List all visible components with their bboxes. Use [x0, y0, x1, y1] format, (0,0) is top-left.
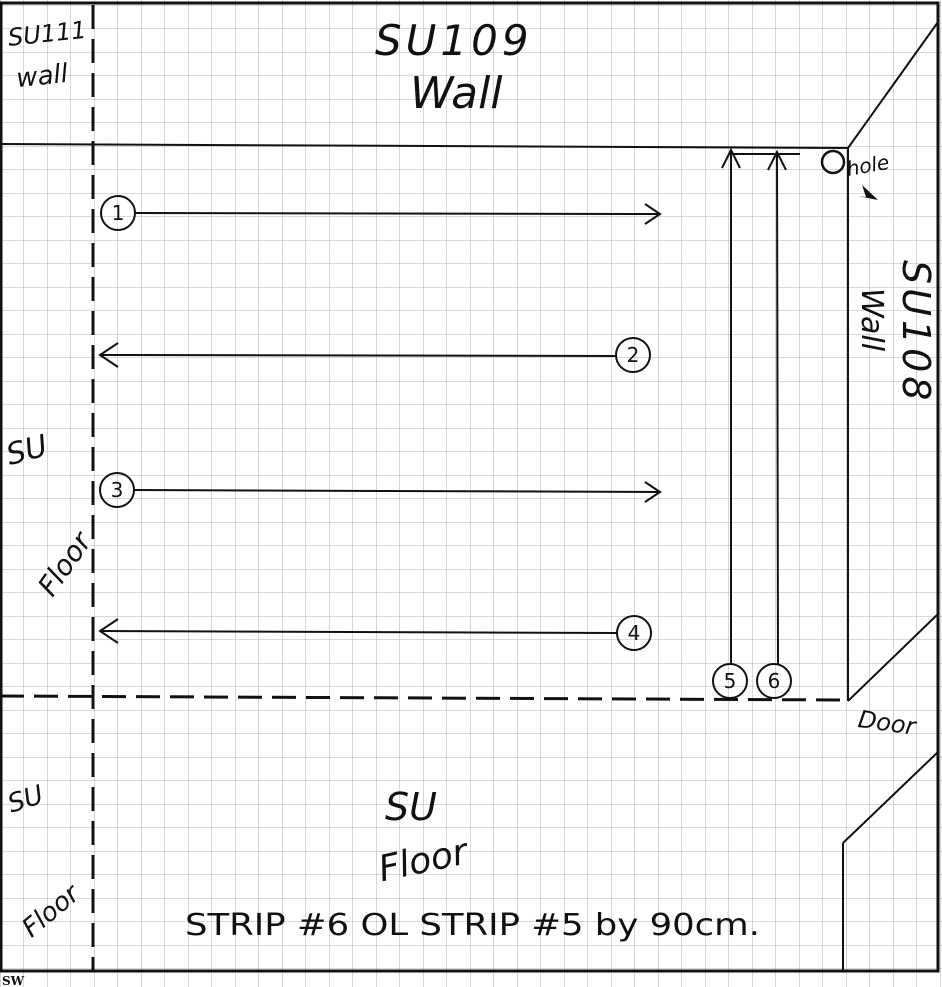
strip-4-arrowhead — [98, 618, 119, 644]
strip-3-line — [133, 489, 661, 493]
su108-line1: SU108 — [894, 260, 938, 404]
label-su108-wall: SU108 Wall — [854, 260, 938, 404]
strip-2-number: 2 — [627, 343, 640, 367]
strip-4-line — [99, 630, 618, 634]
strip-3: 3 — [99, 472, 662, 508]
strip-6-marker — [756, 663, 792, 699]
su109-line1: SU109 — [375, 16, 533, 65]
strip-3-number: 3 — [111, 478, 124, 502]
su111-line2: wall — [15, 59, 70, 94]
strip-5-number: 5 — [724, 669, 737, 693]
strip-1-arrowhead — [644, 203, 662, 225]
strip-6-arrowhead — [767, 149, 787, 171]
strip-5-arrowhead — [721, 147, 741, 169]
su108-line2: Wall — [854, 288, 889, 352]
strip-1: 1 — [100, 195, 662, 231]
corner-mark: SW — [2, 974, 25, 987]
strip-2-arrowhead — [98, 342, 119, 368]
strip-2: 2 — [98, 337, 651, 373]
strip-6: 6 — [756, 149, 792, 699]
strip-1-number: 1 — [112, 201, 125, 225]
caption: STRIP #6 OL STRIP #5 by 90cm. — [185, 908, 760, 943]
strip-4-number: 4 — [628, 621, 641, 645]
wall-line-su109 — [1, 143, 849, 149]
su-floor-bottom-line1: SU — [385, 785, 437, 829]
door-jamb-upper — [847, 613, 939, 702]
strip-4: 4 — [98, 615, 652, 651]
strip-6-number: 6 — [768, 669, 781, 693]
hole-circle — [820, 149, 846, 175]
door-jamb-lower — [842, 751, 939, 844]
strip-5: 5 — [712, 147, 748, 699]
label-su109-wall: SU109 Wall — [375, 16, 533, 119]
strip-6-line — [776, 151, 779, 665]
su109-line2: Wall — [410, 68, 503, 119]
wall-corner-diagonal — [847, 21, 939, 149]
hole-pointer-arrow — [858, 185, 878, 200]
strip-2-line — [99, 354, 617, 357]
strip-3-arrowhead — [644, 481, 662, 503]
dashed-boundary-horizontal — [0, 694, 849, 702]
strip-1-line — [134, 212, 661, 215]
